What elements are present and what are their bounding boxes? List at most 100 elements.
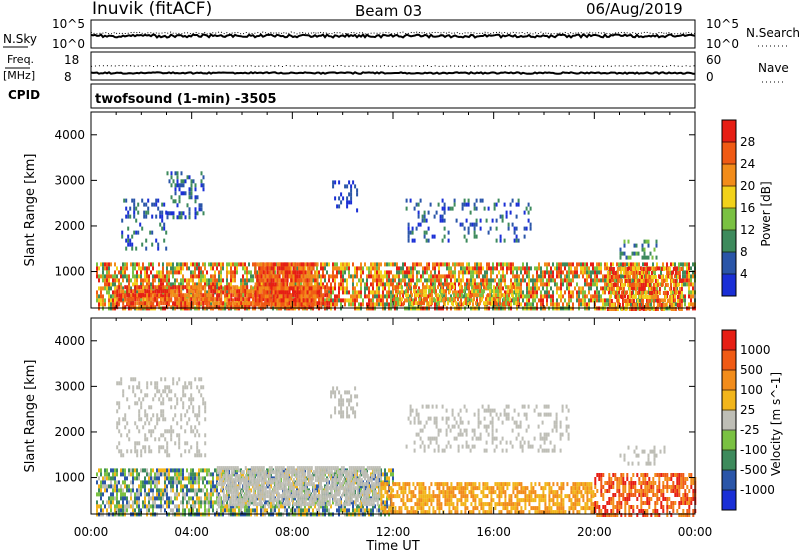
range-gate-cell [429, 297, 431, 302]
range-gate-cell [348, 290, 350, 295]
range-gate-cell [376, 294, 378, 299]
range-gate-cell [514, 282, 516, 287]
noise-right-tick-top: 10^5 [706, 17, 739, 31]
range-gate-cell [138, 484, 140, 489]
range-gate-cell [416, 262, 418, 267]
range-gate-cell [202, 301, 205, 306]
range-gate-cell [490, 274, 492, 279]
range-gate-cell [246, 274, 248, 279]
range-gate-cell [409, 297, 411, 302]
range-gate-cell [180, 278, 182, 283]
range-gate-cell [386, 270, 388, 275]
range-gate-cell [170, 195, 173, 200]
range-gate-cell [122, 468, 124, 473]
range-gate-cell [466, 270, 468, 275]
range-gate-cell [100, 290, 102, 295]
range-gate-cell [139, 222, 142, 227]
range-gate-cell [340, 278, 342, 283]
range-gate-cell [360, 266, 362, 271]
range-gate-cell [152, 274, 154, 279]
range-gate-cell [298, 266, 301, 271]
range-gate-cell [152, 504, 154, 509]
range-gate-cell [182, 305, 185, 310]
range-gate-cell [507, 222, 510, 227]
range-gate-cell [151, 242, 154, 247]
range-gate-cell [134, 262, 136, 267]
range-gate-cell [116, 484, 118, 489]
range-gate-cell [487, 293, 489, 298]
range-gate-cell [360, 290, 362, 295]
range-gate-cell [554, 266, 556, 271]
range-gate-cell [188, 500, 190, 505]
range-gate-cell [162, 278, 164, 283]
range-gate-cell [226, 297, 229, 302]
range-gate-cell [194, 285, 197, 290]
range-gate-cell [536, 282, 538, 287]
range-gate-cell [292, 270, 295, 275]
range-gate-cell [396, 274, 398, 279]
range-gate-cell [397, 297, 399, 302]
range-gate-cell [306, 298, 309, 303]
range-gate-cell [132, 305, 135, 310]
range-gate-cell [210, 305, 213, 310]
range-gate-cell [448, 262, 450, 267]
range-gate-cell [258, 286, 261, 291]
range-gate-cell [162, 262, 164, 267]
range-gate-cell [258, 294, 261, 299]
range-gate-cell [232, 472, 234, 477]
range-gate-cell [346, 200, 349, 205]
range-gate-cell [160, 488, 162, 493]
range-gate-cell [510, 262, 512, 267]
range-gate-cell [650, 291, 653, 295]
range-gate-cell [594, 274, 596, 279]
range-gate-cell [692, 294, 694, 299]
range-gate-cell [680, 299, 683, 303]
range-gate-cell [444, 262, 446, 267]
range-gate-cell [292, 282, 295, 287]
range-gate-cell [194, 266, 196, 271]
range-gate-cell [354, 266, 356, 271]
range-gate-cell [154, 472, 156, 477]
range-gate-cell [638, 295, 641, 299]
range-gate-cell [372, 266, 374, 271]
range-gate-cell [610, 270, 612, 275]
range-gate-cell [416, 282, 418, 287]
range-gate-cell [196, 301, 199, 306]
range-gate-cell [192, 282, 194, 287]
range-gate-cell [100, 496, 102, 501]
range-gate-cell [288, 282, 291, 287]
range-gate-cell [136, 290, 138, 295]
range-gate-cell [513, 238, 516, 243]
range-gate-cell [264, 278, 267, 283]
range-gate-cell [232, 262, 234, 267]
range-gate-cell [672, 287, 675, 291]
range-gate-cell [210, 278, 212, 283]
range-gate-cell [650, 275, 653, 279]
range-gate-cell [366, 278, 368, 283]
range-gate-cell [270, 282, 273, 287]
range-gate-cell [162, 282, 164, 287]
range-gate-cell [477, 285, 479, 290]
range-gate-cell [336, 266, 338, 271]
range-gate-cell [166, 488, 168, 493]
range-gate-cell [272, 302, 275, 307]
range-gate-cell [348, 270, 350, 275]
range-gate-cell [208, 504, 210, 509]
range-gate-cell [368, 266, 370, 271]
range-gate-cell [238, 508, 240, 513]
range-gate-cell [157, 206, 160, 211]
range-gate-cell [596, 298, 598, 303]
range-gate-cell [686, 262, 688, 267]
range-gate-cell [148, 266, 150, 271]
range-gate-cell [602, 278, 604, 283]
range-gate-cell [594, 302, 596, 307]
range-gate-cell [120, 289, 123, 294]
range-gate-cell [268, 298, 271, 303]
range-gate-cell [678, 294, 680, 299]
range-gate-cell [475, 198, 478, 203]
range-gate-cell [232, 274, 234, 279]
range-gate-cell [154, 500, 156, 505]
range-gate-cell [480, 266, 482, 271]
range-gate-cell [449, 297, 451, 302]
range-gate-cell [356, 274, 358, 279]
